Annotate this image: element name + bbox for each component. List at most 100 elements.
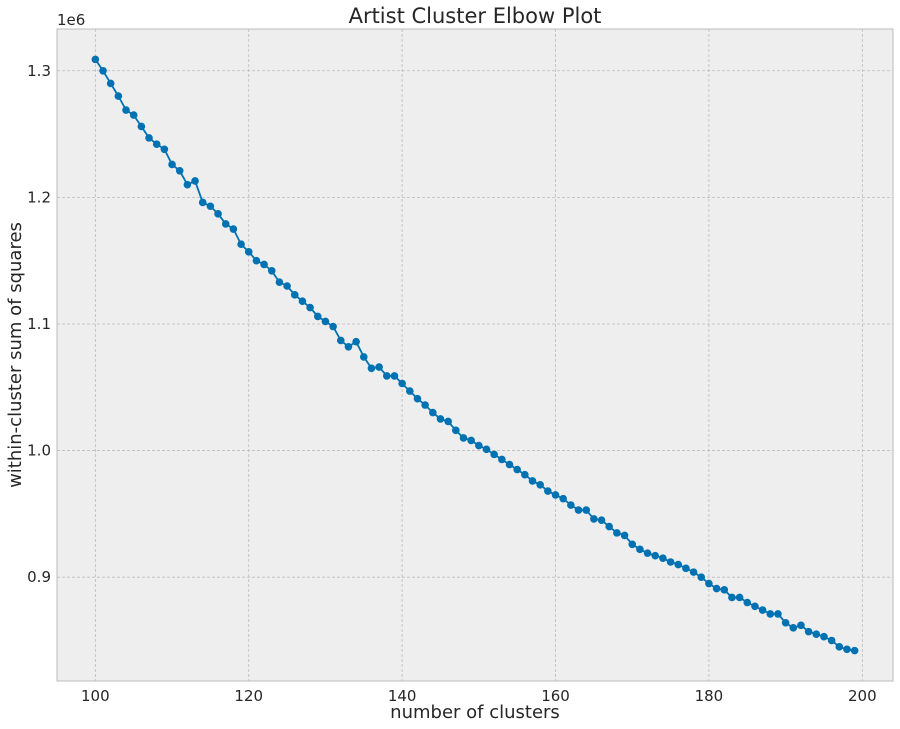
- y-tick-label: 1.2: [27, 188, 51, 206]
- data-point: [267, 267, 276, 275]
- data-point: [145, 134, 153, 142]
- data-point: [613, 529, 621, 537]
- data-point: [528, 477, 537, 485]
- data-point: [567, 501, 575, 509]
- data-point: [812, 630, 821, 638]
- data-point: [283, 282, 291, 290]
- data-point: [666, 558, 675, 566]
- data-point: [168, 160, 176, 169]
- data-point: [298, 297, 307, 305]
- data-point: [344, 342, 353, 351]
- y-tick-label: 1.1: [27, 315, 51, 333]
- data-point: [444, 417, 452, 426]
- x-tick-label: 160: [541, 687, 570, 705]
- data-point: [321, 317, 330, 326]
- data-point: [843, 645, 851, 654]
- data-point: [820, 632, 828, 641]
- data-point: [827, 636, 836, 645]
- data-point: [643, 549, 652, 557]
- data-point: [452, 426, 460, 435]
- data-point: [582, 506, 591, 514]
- x-tick-label: 140: [388, 687, 417, 705]
- data-point: [498, 455, 506, 464]
- x-tick-label: 200: [848, 687, 877, 705]
- data-point: [850, 646, 859, 655]
- data-point: [459, 434, 468, 442]
- data-point: [574, 506, 583, 514]
- y-axis-label: within-cluster sum of squares: [5, 222, 26, 488]
- data-point: [160, 145, 169, 154]
- y-axis-offset-label: 1e6: [57, 11, 85, 29]
- data-point: [406, 387, 414, 395]
- data-point: [743, 598, 752, 607]
- data-point: [674, 560, 683, 569]
- data-point: [551, 491, 560, 499]
- data-point: [758, 606, 767, 614]
- y-tick-label: 1.0: [27, 442, 51, 460]
- plot-area: [57, 29, 893, 681]
- data-point: [605, 522, 614, 531]
- data-point: [766, 610, 775, 618]
- data-point: [260, 260, 268, 269]
- data-point: [789, 624, 798, 632]
- data-point: [636, 545, 644, 554]
- data-point: [229, 225, 238, 233]
- data-point: [367, 364, 376, 373]
- data-point: [505, 460, 514, 469]
- data-point: [728, 593, 736, 602]
- data-point: [237, 240, 245, 249]
- data-point: [804, 627, 813, 636]
- data-point: [114, 92, 123, 100]
- data-point: [91, 55, 100, 64]
- data-point: [398, 379, 406, 388]
- data-point: [544, 487, 552, 495]
- chart-title: Artist Cluster Elbow Plot: [349, 4, 602, 28]
- data-point: [175, 166, 184, 175]
- y-tick-labels: 0.9 1.0 1.1 1.2 1.3: [27, 62, 51, 586]
- data-point: [421, 401, 429, 409]
- data-point: [712, 584, 721, 593]
- data-point: [99, 66, 107, 75]
- x-tick-label: 120: [234, 687, 263, 705]
- data-point: [705, 579, 713, 588]
- data-point: [137, 122, 146, 131]
- data-point: [313, 312, 322, 321]
- data-point: [835, 643, 844, 651]
- data-point: [129, 111, 138, 119]
- data-points: [91, 55, 859, 655]
- y-tick-label: 0.9: [27, 568, 51, 586]
- data-point: [352, 337, 360, 346]
- data-point: [559, 494, 567, 503]
- data-point: [513, 465, 521, 474]
- data-point: [697, 573, 706, 581]
- data-point: [336, 336, 345, 345]
- data-point: [183, 180, 192, 189]
- data-point: [244, 248, 253, 256]
- plot-frame: [56, 28, 894, 682]
- data-point: [475, 441, 483, 450]
- data-point: [682, 564, 690, 573]
- data-point: [306, 303, 314, 312]
- data-point: [206, 202, 215, 211]
- data-point: [329, 322, 337, 331]
- data-point: [359, 353, 368, 361]
- data-point: [735, 593, 744, 602]
- data-point: [521, 470, 529, 479]
- data-point: [651, 551, 660, 560]
- data-point: [429, 408, 437, 417]
- data-point: [590, 515, 598, 523]
- data-point: [720, 586, 729, 594]
- x-tick-label: 180: [695, 687, 724, 705]
- data-point: [252, 256, 261, 265]
- data-point: [490, 450, 498, 459]
- data-point: [436, 415, 445, 423]
- data-point: [689, 568, 698, 576]
- data-point: [751, 602, 759, 611]
- data-point: [413, 394, 422, 403]
- data-point: [122, 106, 130, 114]
- data-point: [781, 618, 790, 627]
- data-point: [482, 445, 491, 454]
- y-tick-label: 1.3: [27, 62, 51, 80]
- data-point: [152, 140, 161, 149]
